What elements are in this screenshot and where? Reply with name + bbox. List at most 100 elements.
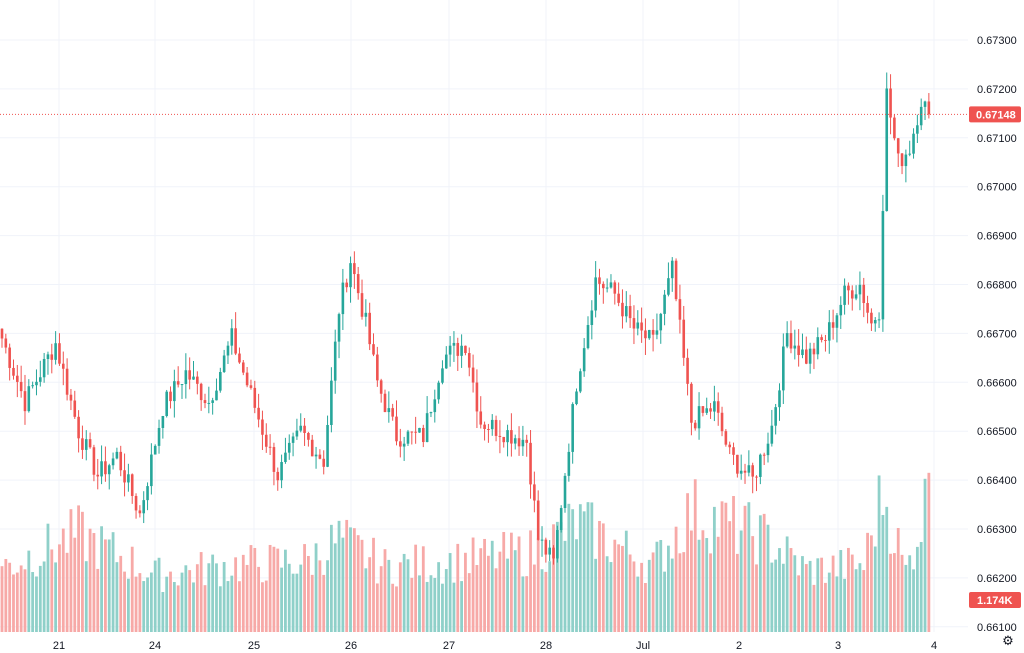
volume-bar xyxy=(180,572,184,632)
candle xyxy=(284,437,287,464)
candle xyxy=(184,353,188,399)
candle xyxy=(663,289,666,326)
volume-bar xyxy=(35,576,38,632)
volume-bar xyxy=(651,552,655,632)
volume-bar xyxy=(559,522,563,632)
time-axis[interactable]: 21 24 25 26 27 28 Jul 2 3 4 xyxy=(53,640,937,652)
candle xyxy=(425,396,429,443)
volume-bar xyxy=(915,546,919,632)
volume-bar xyxy=(203,585,207,632)
volume-bar xyxy=(448,553,452,632)
y-tick-label: 0.66400 xyxy=(977,475,1017,487)
volume-bar xyxy=(487,555,490,632)
candle xyxy=(927,93,931,119)
candle xyxy=(61,351,65,386)
volume-bar xyxy=(732,496,735,632)
candle xyxy=(456,337,460,371)
candle xyxy=(820,334,823,343)
candle xyxy=(827,310,831,354)
volume-bar xyxy=(172,582,176,632)
candle xyxy=(533,471,536,513)
volume-bar xyxy=(84,561,88,632)
candle xyxy=(536,490,540,541)
candle xyxy=(812,342,816,370)
volume-bar xyxy=(789,548,793,632)
volume-bar xyxy=(437,562,441,632)
candle xyxy=(613,280,617,305)
volume-bar xyxy=(812,584,816,632)
candle xyxy=(146,482,149,511)
volume-bar xyxy=(624,530,628,632)
candle xyxy=(866,295,869,324)
candle xyxy=(513,434,517,450)
candle xyxy=(111,452,115,470)
volume-bar xyxy=(663,571,666,632)
volume-bar xyxy=(835,576,839,632)
volume-bar xyxy=(866,532,869,632)
candle xyxy=(410,431,414,445)
volume-bar xyxy=(100,526,103,632)
volume-bar xyxy=(146,577,149,632)
candle xyxy=(176,366,180,388)
volume-bar xyxy=(0,566,4,632)
candle xyxy=(862,277,866,318)
candle xyxy=(345,278,348,293)
volume-bar xyxy=(234,557,238,632)
settings-gear-icon[interactable]: ⚙ xyxy=(1002,633,1014,648)
candle xyxy=(870,308,873,332)
candle xyxy=(659,312,663,344)
volume-bar xyxy=(827,572,831,632)
volume-bar xyxy=(751,536,755,632)
candle xyxy=(904,149,908,183)
candle xyxy=(165,389,168,418)
candle xyxy=(479,396,483,429)
volume-bar xyxy=(307,555,310,632)
volume-bar xyxy=(555,521,559,632)
volume-bar xyxy=(222,562,226,632)
candle xyxy=(632,305,636,345)
volume-bar xyxy=(747,502,751,632)
candle xyxy=(299,413,303,433)
volume-bar xyxy=(709,553,712,632)
volume-bar xyxy=(912,569,915,632)
volume-bar xyxy=(138,573,142,632)
price-axis[interactable]: 0.67300 0.67200 0.67100 0.67000 0.66900 0.668… xyxy=(977,35,1017,634)
candle xyxy=(824,334,827,352)
volume-bar xyxy=(479,548,483,632)
candle xyxy=(8,343,11,381)
candle xyxy=(333,329,337,394)
candle xyxy=(276,467,280,491)
volume-bar xyxy=(134,576,138,632)
candle xyxy=(889,74,892,135)
volume-bar xyxy=(391,583,395,632)
volume-bar xyxy=(889,553,892,632)
volume-bar xyxy=(502,531,506,632)
candle xyxy=(39,360,42,387)
candle xyxy=(245,366,249,388)
volume-bar xyxy=(276,548,280,632)
candle xyxy=(142,491,146,524)
candle xyxy=(571,402,574,464)
candle xyxy=(766,432,770,463)
candle xyxy=(900,153,904,175)
volume-bar xyxy=(613,539,617,632)
candle xyxy=(579,368,582,394)
volume-bar xyxy=(421,546,425,632)
candle xyxy=(406,429,410,446)
candle xyxy=(303,417,306,446)
candle xyxy=(594,261,597,318)
candle xyxy=(199,382,203,411)
candle xyxy=(230,319,234,355)
volume-bar xyxy=(582,511,586,632)
volume-bar xyxy=(126,578,130,632)
y-tick-label: 0.66700 xyxy=(977,328,1017,340)
candle xyxy=(65,358,69,401)
y-tick-label: 0.66100 xyxy=(977,622,1017,634)
candle xyxy=(916,114,919,144)
volume-bar xyxy=(169,571,172,632)
volume-bar xyxy=(88,528,92,632)
volume-bar xyxy=(870,535,873,632)
volume-bar xyxy=(8,562,12,632)
volume-bar xyxy=(65,552,69,632)
